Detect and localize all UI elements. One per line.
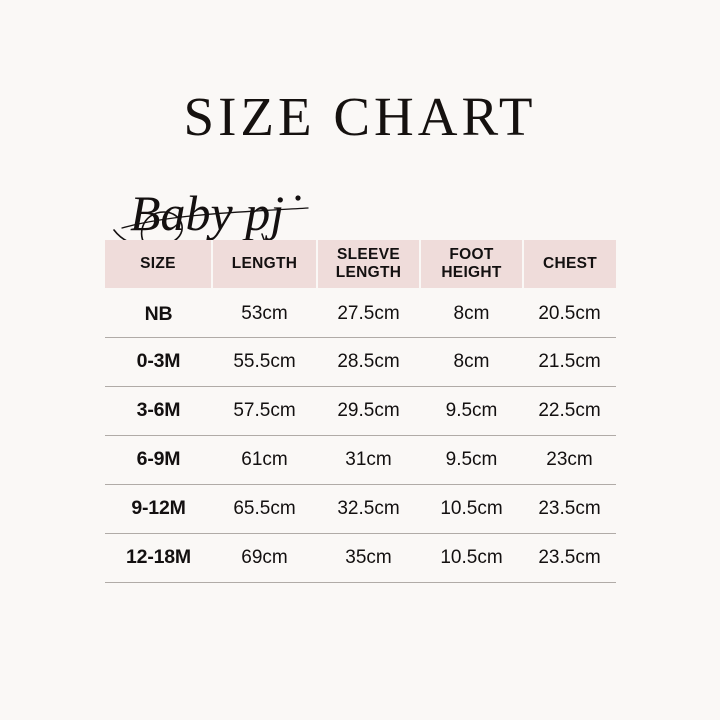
table-row: 3-6M 57.5cm 29.5cm 9.5cm 22.5cm — [105, 386, 616, 436]
table-row: NB 53cm 27.5cm 8cm 20.5cm — [105, 288, 616, 338]
column-header-sleeve-line1: SLEEVE — [337, 246, 400, 263]
cell-size: NB — [105, 288, 212, 338]
cell-length: 55.5cm — [212, 337, 317, 387]
table-row: 9-12M 65.5cm 32.5cm 10.5cm 23.5cm — [105, 484, 616, 534]
table-row: 0-3M 55.5cm 28.5cm 8cm 21.5cm — [105, 337, 616, 387]
brand-flourish-sweep — [121, 207, 309, 229]
cell-size: 6-9M — [105, 435, 212, 485]
cell-sleeve-length: 27.5cm — [317, 288, 420, 338]
cell-length: 69cm — [212, 533, 317, 583]
cell-foot-height: 8cm — [420, 337, 523, 387]
table-header: SIZE LENGTH SLEEVE LENGTH FOOT HEIGHT CH… — [105, 240, 616, 288]
column-header-foot-line1: FOOT — [449, 246, 494, 263]
cell-chest: 23cm — [523, 435, 616, 485]
cell-sleeve-length: 32.5cm — [317, 484, 420, 534]
column-header-chest: CHEST — [523, 240, 616, 288]
cell-chest: 20.5cm — [523, 288, 616, 338]
cell-size: 9-12M — [105, 484, 212, 534]
cell-sleeve-length: 28.5cm — [317, 337, 420, 387]
cell-sleeve-length: 31cm — [317, 435, 420, 485]
cell-foot-height: 10.5cm — [420, 484, 523, 534]
cell-foot-height: 9.5cm — [420, 386, 523, 436]
page-title: SIZE CHART — [183, 86, 537, 147]
column-header-foot-line2: HEIGHT — [441, 264, 502, 281]
cell-foot-height: 9.5cm — [420, 435, 523, 485]
cell-length: 53cm — [212, 288, 317, 338]
column-header-sleeve-length: SLEEVE LENGTH — [317, 240, 421, 288]
cell-size: 12-18M — [105, 533, 212, 583]
column-header-foot-height: FOOT HEIGHT — [420, 240, 524, 288]
column-header-length: LENGTH — [212, 240, 318, 288]
cell-foot-height: 8cm — [420, 288, 523, 338]
brand-j-dot — [295, 195, 301, 201]
table-header-row: SIZE LENGTH SLEEVE LENGTH FOOT HEIGHT CH… — [105, 240, 616, 288]
size-chart-table: SIZE LENGTH SLEEVE LENGTH FOOT HEIGHT CH… — [105, 240, 616, 583]
cell-chest: 21.5cm — [523, 337, 616, 387]
cell-foot-height: 10.5cm — [420, 533, 523, 583]
cell-chest: 23.5cm — [523, 484, 616, 534]
brand-wordmark-text: Baby pj — [130, 185, 284, 241]
cell-length: 65.5cm — [212, 484, 317, 534]
cell-sleeve-length: 35cm — [317, 533, 420, 583]
cell-chest: 22.5cm — [523, 386, 616, 436]
table-row: 6-9M 61cm 31cm 9.5cm 23cm — [105, 435, 616, 485]
cell-length: 61cm — [212, 435, 317, 485]
column-header-sleeve-line2: LENGTH — [335, 264, 402, 281]
cell-length: 57.5cm — [212, 386, 317, 436]
column-header-size: SIZE — [105, 240, 213, 288]
cell-chest: 23.5cm — [523, 533, 616, 583]
table-body: NB 53cm 27.5cm 8cm 20.5cm 0-3M 55.5cm 28… — [105, 288, 616, 583]
cell-sleeve-length: 29.5cm — [317, 386, 420, 436]
cell-size: 3-6M — [105, 386, 212, 436]
cell-size: 0-3M — [105, 337, 212, 387]
table-row: 12-18M 69cm 35cm 10.5cm 23.5cm — [105, 533, 616, 583]
